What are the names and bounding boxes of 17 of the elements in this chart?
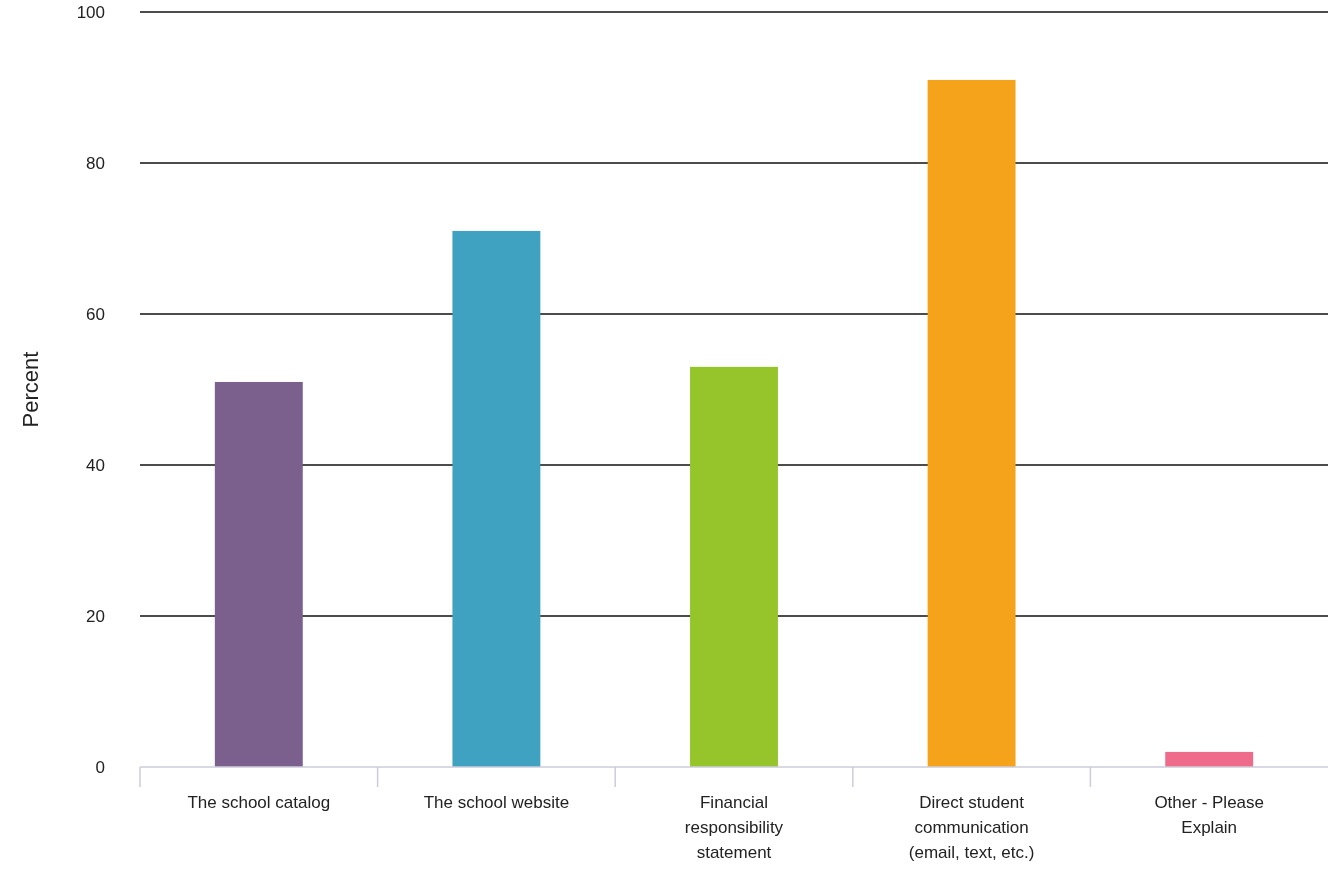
x-tick-label: The school catalog xyxy=(187,793,331,812)
y-tick-label: 20 xyxy=(86,606,105,626)
bar xyxy=(927,79,1016,767)
x-tick-label: The school website xyxy=(423,793,570,812)
y-axis-title: Percent xyxy=(18,351,43,428)
y-tick-label: 40 xyxy=(86,455,105,475)
x-tick-label: Direct student communication (email, text, etc.) xyxy=(908,793,1035,862)
x-tick-label: Other - Please Explain xyxy=(1154,793,1264,837)
y-tick-label: 100 xyxy=(76,2,105,22)
bar xyxy=(214,381,303,767)
y-tick-label: 80 xyxy=(86,153,105,173)
bar xyxy=(452,230,541,767)
y-tick-label: 60 xyxy=(86,304,105,324)
bar xyxy=(690,366,778,767)
x-tick-label: Financial responsibility statement xyxy=(684,793,784,862)
y-tick-label: 0 xyxy=(95,757,105,777)
bar xyxy=(1165,751,1254,767)
